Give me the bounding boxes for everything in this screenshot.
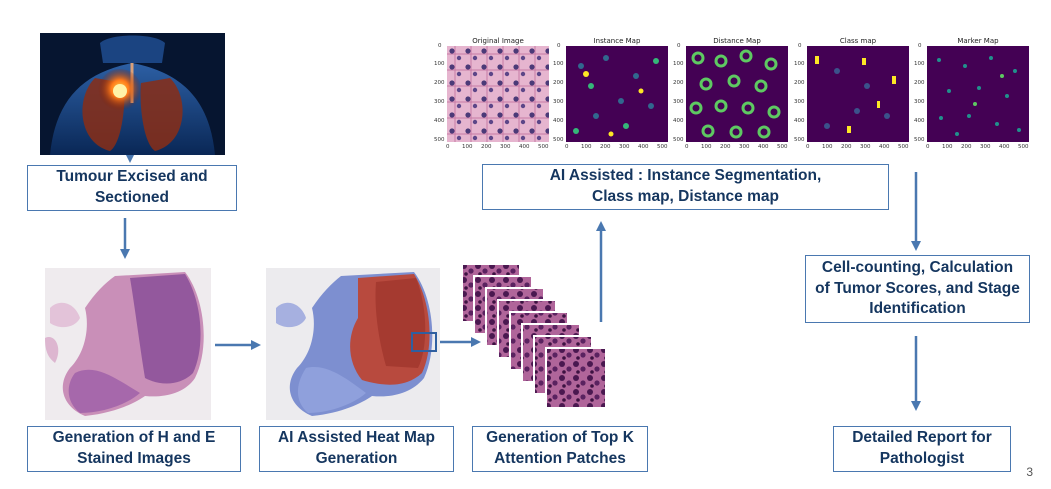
x-tick: 500 bbox=[777, 144, 788, 150]
y-tick: 400 bbox=[434, 118, 445, 124]
x-tick: 300 bbox=[980, 144, 991, 150]
lung-illustration bbox=[40, 33, 225, 155]
heatmap-slide bbox=[266, 268, 440, 420]
x-tick: 200 bbox=[961, 144, 972, 150]
box-line: Class map, Distance map bbox=[592, 188, 779, 205]
x-tick: 100 bbox=[942, 144, 953, 150]
y-tick: 500 bbox=[673, 137, 684, 143]
panel-title-original: Original Image bbox=[472, 37, 524, 45]
y-tick: 300 bbox=[914, 99, 925, 105]
y-tick: 400 bbox=[673, 118, 684, 124]
box-line: Sectioned bbox=[94, 189, 170, 206]
y-tick: 100 bbox=[914, 61, 925, 67]
box-line: AI Assisted Heat Map bbox=[277, 429, 436, 447]
panel-title-class: Class map bbox=[839, 37, 877, 45]
y-tick: 400 bbox=[794, 118, 805, 124]
box-line: Cell-counting, Calculation bbox=[821, 258, 1014, 276]
x-tick: 200 bbox=[841, 144, 852, 150]
heatmap-box: AI Assisted Heat Map Generation bbox=[259, 426, 454, 472]
x-tick: 500 bbox=[1018, 144, 1029, 150]
x-tick: 200 bbox=[600, 144, 611, 150]
x-tick: 200 bbox=[481, 144, 492, 150]
y-tick: 300 bbox=[794, 99, 805, 105]
attention-patches-box: Generation of Top K Attention Patches bbox=[472, 426, 648, 472]
panel-title-distance: Distance Map bbox=[713, 37, 761, 45]
y-tick: 500 bbox=[794, 137, 805, 143]
x-tick: 500 bbox=[898, 144, 909, 150]
x-tick: 0 bbox=[565, 144, 569, 150]
box-line: of Tumor Scores, and Stage bbox=[815, 279, 1020, 297]
panel-distance-map bbox=[686, 46, 788, 142]
y-tick: 200 bbox=[673, 80, 684, 86]
y-tick: 0 bbox=[798, 43, 802, 49]
page-number: 3 bbox=[1026, 465, 1033, 479]
x-tick: 300 bbox=[860, 144, 871, 150]
lung-icon bbox=[40, 33, 225, 155]
x-tick: 100 bbox=[701, 144, 712, 150]
x-tick: 200 bbox=[720, 144, 731, 150]
x-tick: 300 bbox=[619, 144, 630, 150]
x-tick: 400 bbox=[999, 144, 1010, 150]
x-tick: 0 bbox=[926, 144, 930, 150]
y-tick: 200 bbox=[434, 80, 445, 86]
panel-instance-map bbox=[566, 46, 668, 142]
panel-class-map bbox=[807, 46, 909, 142]
y-tick: 100 bbox=[553, 61, 564, 67]
y-tick: 0 bbox=[677, 43, 681, 49]
box-line: Generation of H and E bbox=[52, 429, 216, 447]
cell-counting-box: Cell-counting, Calculation of Tumor Scor… bbox=[805, 255, 1030, 323]
x-tick: 300 bbox=[500, 144, 511, 150]
box-line: Generation of Top K bbox=[486, 429, 634, 447]
x-tick: 500 bbox=[657, 144, 668, 150]
x-tick: 400 bbox=[638, 144, 649, 150]
x-tick: 0 bbox=[446, 144, 450, 150]
y-tick: 300 bbox=[673, 99, 684, 105]
x-tick: 400 bbox=[519, 144, 530, 150]
box-line: Pathologist bbox=[879, 450, 965, 467]
panel-marker-map bbox=[927, 46, 1029, 142]
panel-title-marker: Marker Map bbox=[957, 37, 999, 45]
panel-title-instance: Instance Map bbox=[593, 37, 641, 45]
y-tick: 300 bbox=[434, 99, 445, 105]
tumour-excised-box: Tumour Excised and Sectioned bbox=[27, 165, 237, 211]
box-line: AI Assisted : Instance Segmentation, bbox=[549, 167, 822, 185]
y-tick: 200 bbox=[553, 80, 564, 86]
he-stained-slide bbox=[45, 268, 211, 420]
y-tick: 0 bbox=[557, 43, 561, 49]
y-tick: 100 bbox=[673, 61, 684, 67]
box-line: Stained Images bbox=[77, 450, 191, 467]
x-tick: 400 bbox=[879, 144, 890, 150]
x-tick: 100 bbox=[462, 144, 473, 150]
box-line: Generation bbox=[315, 450, 398, 467]
panel-original-image bbox=[447, 46, 549, 142]
attention-patches-stack bbox=[460, 262, 625, 424]
report-box: Detailed Report for Pathologist bbox=[833, 426, 1011, 472]
box-line: Detailed Report for bbox=[852, 429, 992, 447]
y-tick: 200 bbox=[914, 80, 925, 86]
he-images-box: Generation of H and E Stained Images bbox=[27, 426, 241, 472]
x-tick: 100 bbox=[581, 144, 592, 150]
box-line: Identification bbox=[869, 300, 966, 318]
box-line: Tumour Excised and bbox=[56, 168, 208, 186]
y-tick: 0 bbox=[918, 43, 922, 49]
y-tick: 0 bbox=[438, 43, 442, 49]
y-tick: 500 bbox=[553, 137, 564, 143]
x-tick: 100 bbox=[822, 144, 833, 150]
y-tick: 400 bbox=[914, 118, 925, 124]
x-tick: 0 bbox=[685, 144, 689, 150]
x-tick: 300 bbox=[739, 144, 750, 150]
y-tick: 300 bbox=[553, 99, 564, 105]
ai-instance-segmentation-box: AI Assisted : Instance Segmentation, Cla… bbox=[482, 164, 889, 210]
y-tick: 500 bbox=[434, 137, 445, 143]
y-tick: 100 bbox=[794, 61, 805, 67]
x-tick: 500 bbox=[538, 144, 549, 150]
y-tick: 400 bbox=[553, 118, 564, 124]
box-line: Attention Patches bbox=[494, 450, 626, 467]
x-tick: 0 bbox=[806, 144, 810, 150]
y-tick: 200 bbox=[794, 80, 805, 86]
y-tick: 100 bbox=[434, 61, 445, 67]
x-tick: 400 bbox=[758, 144, 769, 150]
y-tick: 500 bbox=[914, 137, 925, 143]
